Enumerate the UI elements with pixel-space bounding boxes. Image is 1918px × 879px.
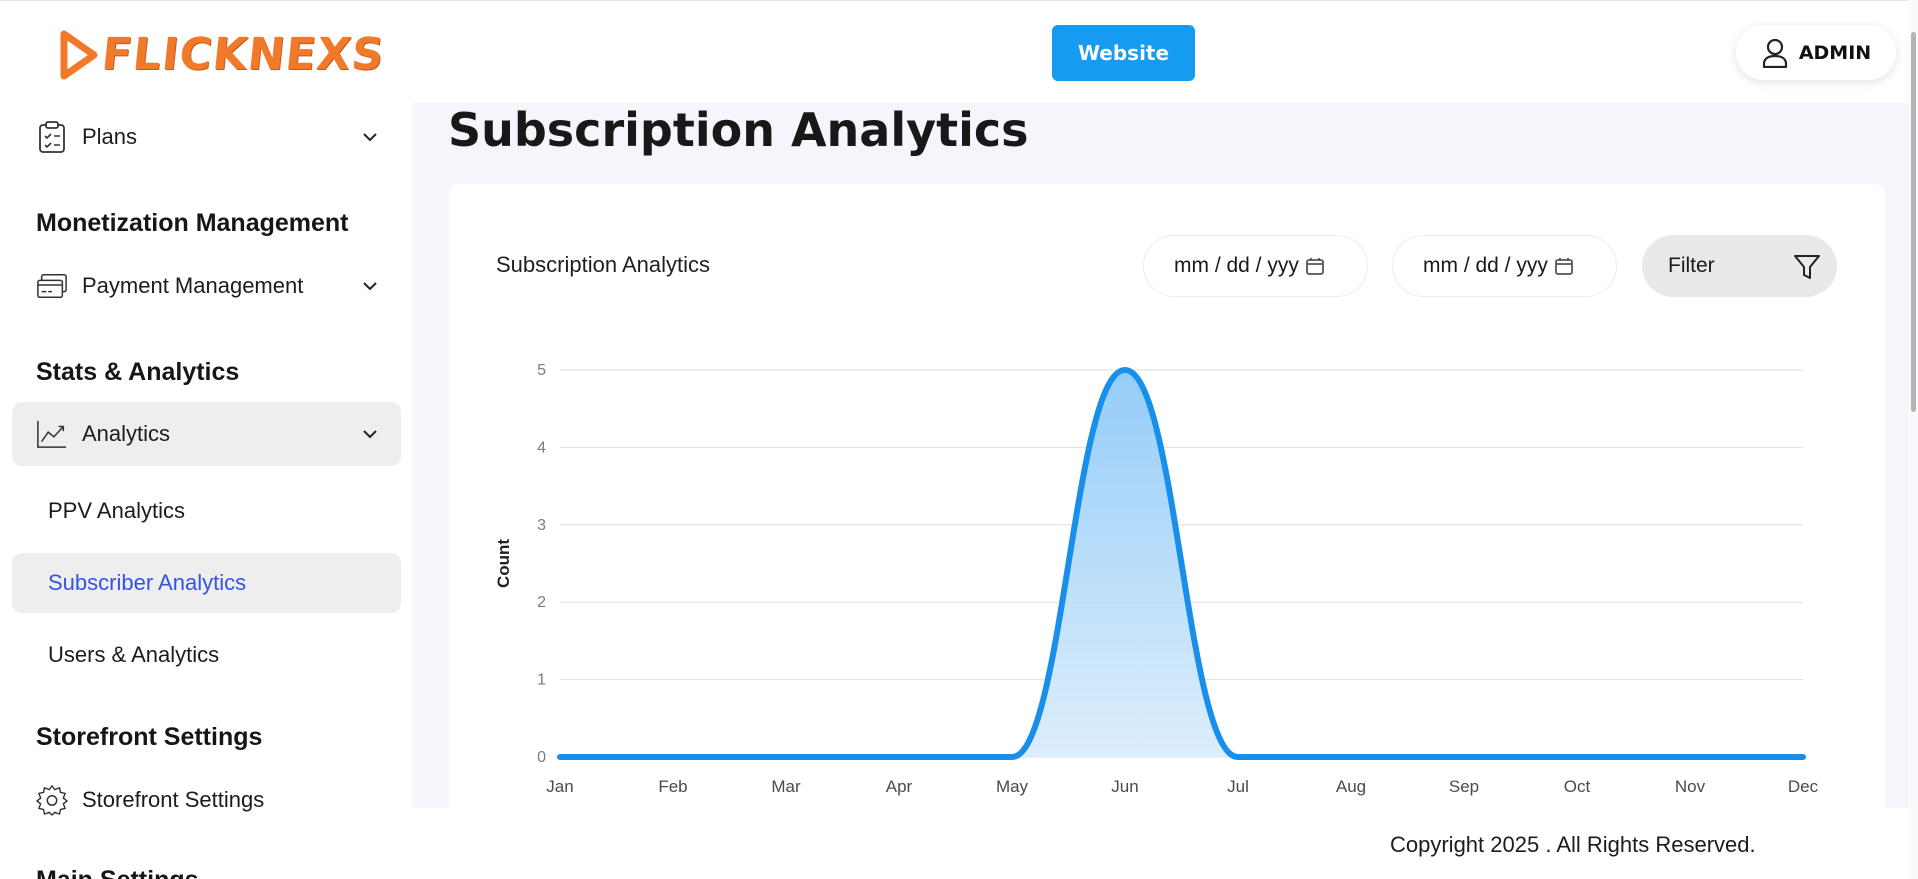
sidebar-item-label: Analytics (82, 421, 171, 446)
y-tick-label: 2 (537, 594, 546, 611)
sidebar-item-plans[interactable]: Plans (12, 105, 401, 169)
sidebar-subitem-ppv-analytics[interactable]: PPV Analytics (48, 498, 185, 523)
x-tick-label: Jun (1111, 777, 1138, 796)
calendar-icon[interactable] (1305, 256, 1325, 276)
section-title-stats: Stats & Analytics (36, 358, 240, 386)
series-line (557, 367, 1806, 760)
scrollbar-track[interactable] (1908, 0, 1918, 879)
y-tick-label: 3 (537, 517, 546, 534)
website-button[interactable]: Website (1052, 25, 1195, 81)
admin-label: ADMIN (1798, 41, 1872, 64)
chevron-down-icon (363, 133, 377, 142)
sidebar-item-label: Payment Management (82, 273, 304, 298)
clipboard-icon (36, 121, 68, 153)
filter-icon (1794, 255, 1820, 279)
end-date-input[interactable]: mm / dd / yyy (1392, 235, 1617, 297)
user-icon (1762, 38, 1787, 68)
payment-cards-icon (36, 270, 68, 302)
x-tick-label: Feb (658, 777, 687, 796)
line-chart-icon (36, 418, 68, 450)
page-title: Subscription Analytics (448, 103, 1029, 157)
scrollbar-thumb[interactable] (1911, 32, 1916, 412)
sidebar-item-label: Plans (82, 124, 138, 149)
sidebar-subitem-users-analytics[interactable]: Users & Analytics (48, 642, 220, 667)
section-title-main-settings: Main Settings (36, 866, 199, 879)
footer-copyright: Copyright 2025 . All Rights Reserved. (1390, 832, 1756, 857)
subscription-area-chart: 0 1 2 3 4 5 Jan Feb Mar Apr May Jun Jul Aug Sep Oct Nov D… (494, 362, 1819, 796)
sidebar-subitem-subscriber-analytics[interactable]: Subscriber Analytics (12, 553, 401, 613)
x-tick-label: Sep (1449, 777, 1479, 796)
x-tick-label: Oct (1564, 777, 1591, 796)
filter-label: Filter (1668, 254, 1715, 277)
sidebar: Plans Monetization Management Payment Ma… (0, 103, 412, 879)
sidebar-item-payment-management[interactable]: Payment Management (12, 254, 401, 318)
y-tick-label: 0 (537, 749, 546, 766)
y-tick-label: 1 (537, 672, 546, 689)
section-title-monetization: Monetization Management (36, 209, 349, 237)
y-tick-label: 4 (537, 439, 546, 456)
analytics-card: Subscription Analytics mm / dd / yyy mm … (449, 184, 1885, 824)
start-date-input[interactable]: mm / dd / yyy (1143, 235, 1368, 297)
sidebar-item-storefront-settings[interactable]: Storefront Settings (12, 768, 401, 832)
date-placeholder: mm / dd / yyy (1423, 254, 1548, 277)
chevron-down-icon (363, 282, 377, 291)
x-tick-label: Dec (1788, 777, 1819, 796)
calendar-icon[interactable] (1554, 256, 1574, 276)
x-tick-label: Apr (886, 777, 913, 796)
chevron-down-icon (363, 430, 377, 439)
gear-icon (36, 784, 68, 816)
y-axis-label: Count (494, 539, 513, 588)
logo[interactable]: FLICKNEXS (58, 29, 388, 80)
main-content: Subscription Analytics Subscription Anal… (412, 103, 1918, 824)
admin-menu-button[interactable]: ADMIN (1736, 25, 1896, 80)
play-logo-icon (60, 30, 98, 79)
x-tick-label: Jan (546, 777, 573, 796)
top-bar: FLICKNEXS Website ADMIN (0, 0, 1918, 103)
card-title: Subscription Analytics (496, 252, 710, 277)
logo-text: FLICKNEXS (99, 29, 388, 80)
x-tick-label: Aug (1336, 777, 1366, 796)
section-title-storefront: Storefront Settings (36, 723, 263, 751)
date-placeholder: mm / dd / yyy (1174, 254, 1299, 277)
x-tick-label: May (996, 777, 1029, 796)
y-tick-label: 5 (537, 362, 546, 379)
x-tick-label: Jul (1227, 777, 1249, 796)
x-tick-label: Mar (771, 777, 801, 796)
x-tick-label: Nov (1675, 777, 1706, 796)
sidebar-item-label: Storefront Settings (82, 787, 265, 812)
sidebar-item-analytics[interactable]: Analytics (12, 402, 401, 466)
filter-button[interactable]: Filter (1642, 235, 1837, 297)
